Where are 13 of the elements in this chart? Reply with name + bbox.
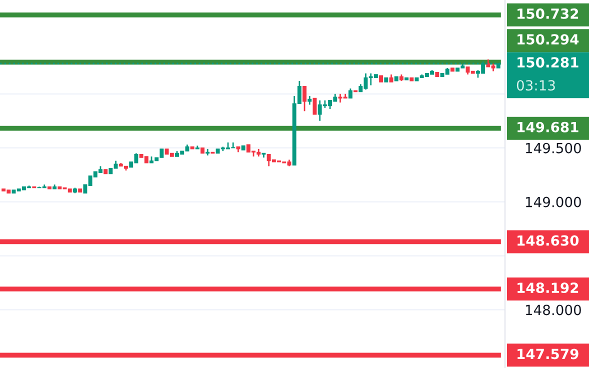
ref-line-label: 150.294 [518,34,579,45]
candlestick [312,98,317,115]
y-tick-label: 149.500 [526,142,581,154]
y-tick-label: 148.000 [526,304,581,316]
y-tick-label: 149.000 [526,196,581,208]
ref-line-label: 148.630 [518,235,579,246]
candlestick [302,86,307,112]
ref-line-label: 149.681 [518,122,578,132]
ref-line-label: 148.192 [518,282,578,294]
ref-line-label: 150.732 [518,8,578,19]
candlestick [348,88,352,99]
ref-line-label: 150.281 03:13 [516,57,578,91]
ref-line-label: 147.579 [518,348,578,360]
